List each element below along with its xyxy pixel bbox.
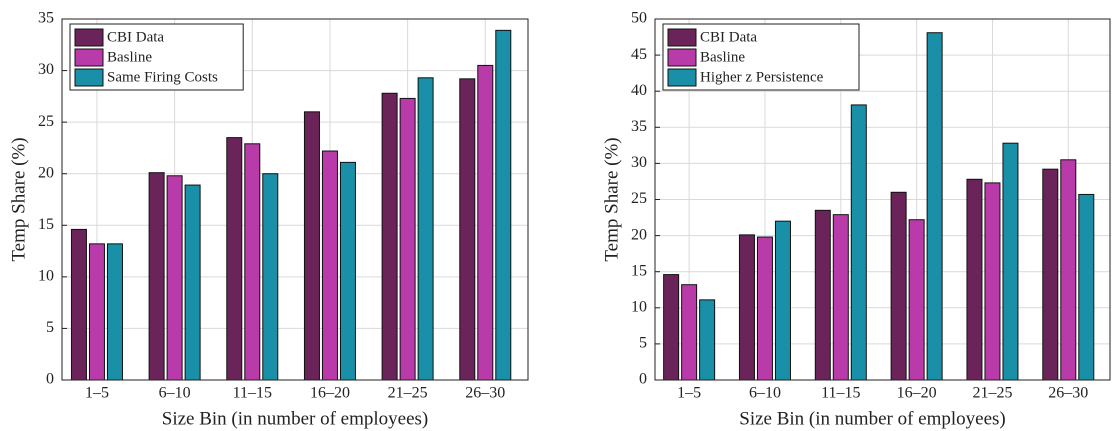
bar bbox=[814, 209, 831, 381]
y-tick-label: 0 bbox=[46, 371, 54, 388]
bar bbox=[1078, 193, 1095, 381]
y-tick-label: 35 bbox=[631, 118, 647, 135]
y-tick-label: 20 bbox=[631, 226, 647, 243]
x-tick-label: 1–5 bbox=[677, 385, 701, 402]
bar bbox=[681, 284, 698, 381]
y-tick-label: 30 bbox=[631, 154, 647, 171]
y-tick-label: 35 bbox=[38, 10, 54, 27]
bar bbox=[399, 97, 416, 381]
bar bbox=[148, 172, 165, 381]
bar bbox=[663, 274, 680, 381]
bar bbox=[756, 236, 773, 381]
x-tick-label: 6–10 bbox=[749, 385, 781, 402]
legend-swatch bbox=[74, 48, 104, 67]
bar bbox=[88, 243, 105, 381]
bar bbox=[1042, 168, 1059, 381]
bar bbox=[381, 92, 398, 381]
y-tick-label: 45 bbox=[631, 46, 647, 63]
x-tick-label: 1–5 bbox=[85, 385, 109, 402]
bar bbox=[339, 161, 356, 381]
bar bbox=[477, 64, 494, 381]
bar bbox=[459, 78, 476, 381]
y-tick-label: 25 bbox=[38, 113, 54, 130]
y-tick-label: 5 bbox=[46, 319, 54, 336]
y-tick-label: 10 bbox=[631, 298, 647, 315]
y-tick-label: 20 bbox=[38, 164, 54, 181]
x-tick-label: 11–15 bbox=[821, 385, 860, 402]
legend-label: Basline bbox=[700, 49, 745, 65]
x-tick-label: 26–30 bbox=[465, 385, 505, 402]
bar bbox=[984, 182, 1001, 381]
bar bbox=[244, 143, 261, 381]
legend-swatch bbox=[667, 28, 697, 47]
bar bbox=[226, 137, 243, 381]
legend-swatch bbox=[667, 68, 697, 87]
x-tick-label: 21–25 bbox=[388, 385, 428, 402]
y-tick-label: 30 bbox=[38, 61, 54, 78]
bar bbox=[495, 29, 512, 381]
x-tick-label: 21–25 bbox=[972, 385, 1012, 402]
legend-swatch bbox=[74, 68, 104, 87]
y-tick-label: 25 bbox=[631, 190, 647, 207]
legend-label: Higher z Persistence bbox=[700, 69, 824, 85]
bar bbox=[166, 175, 183, 381]
legend-label: CBI Data bbox=[700, 29, 757, 45]
bar bbox=[417, 77, 434, 381]
y-axis-label: Temp Share (%) bbox=[601, 137, 622, 261]
y-tick-label: 0 bbox=[639, 371, 647, 388]
bar bbox=[699, 299, 716, 381]
axes-box bbox=[61, 18, 529, 381]
bar bbox=[184, 184, 201, 381]
bar bbox=[70, 228, 87, 381]
bar bbox=[832, 214, 849, 381]
bar bbox=[106, 243, 123, 381]
y-tick-label: 15 bbox=[38, 216, 54, 233]
x-axis-label: Size Bin (in number of employees) bbox=[162, 408, 428, 429]
x-tick-label: 11–15 bbox=[233, 385, 272, 402]
x-tick-label: 26–30 bbox=[1048, 385, 1088, 402]
axes-box bbox=[654, 18, 1111, 381]
bar bbox=[774, 220, 791, 381]
bar bbox=[908, 219, 925, 381]
x-axis-label: Size Bin (in number of employees) bbox=[739, 408, 1005, 429]
bar bbox=[303, 111, 320, 381]
y-tick-label: 15 bbox=[631, 262, 647, 279]
bar bbox=[850, 104, 867, 381]
legend-label: Same Firing Costs bbox=[107, 69, 218, 85]
x-tick-label: 16–20 bbox=[897, 385, 937, 402]
legend-label: CBI Data bbox=[107, 29, 164, 45]
y-tick-label: 10 bbox=[38, 268, 54, 285]
bar bbox=[1060, 159, 1077, 381]
x-tick-label: 6–10 bbox=[159, 385, 191, 402]
y-tick-label: 40 bbox=[631, 82, 647, 99]
legend-swatch bbox=[74, 28, 104, 47]
bar bbox=[738, 234, 755, 381]
y-tick-label: 50 bbox=[631, 10, 647, 27]
legend-label: Basline bbox=[107, 49, 152, 65]
x-tick-label: 16–20 bbox=[310, 385, 350, 402]
y-tick-label: 5 bbox=[639, 335, 647, 352]
bar bbox=[321, 150, 338, 381]
bar bbox=[262, 173, 279, 381]
bar bbox=[890, 191, 907, 381]
bar bbox=[966, 178, 983, 381]
y-axis-label: Temp Share (%) bbox=[8, 137, 29, 261]
bar bbox=[926, 32, 943, 381]
legend-swatch bbox=[667, 48, 697, 67]
bar bbox=[1002, 142, 1019, 381]
